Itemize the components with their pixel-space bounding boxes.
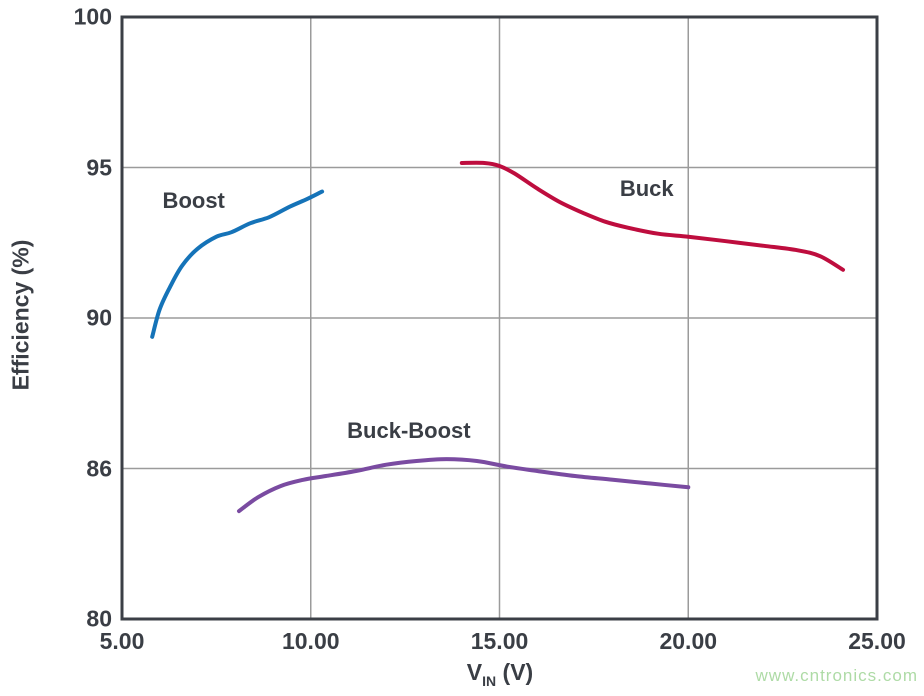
- x-tick-label: 25.00: [848, 628, 906, 654]
- y-tick-label: 95: [86, 154, 112, 180]
- y-tick-label: 80: [86, 605, 112, 632]
- buck-boost-curve: [237, 457, 691, 514]
- plot-frame: [120, 15, 879, 621]
- y-axis-title: Efficiency (%): [7, 239, 34, 391]
- x-axis-title-main: V: [466, 659, 483, 686]
- x-tick-label: 15.00: [470, 628, 529, 654]
- y-tick-label: 86: [86, 455, 112, 481]
- x-tick-label: 10.00: [281, 628, 340, 654]
- series-label-boost: Boost: [162, 187, 225, 213]
- y-tick-label: 100: [73, 3, 112, 30]
- x-axis-title-units: (V): [496, 659, 534, 686]
- y-tick-label: 90: [86, 304, 112, 331]
- x-axis-title-sub: IN: [482, 672, 497, 689]
- watermark: www.cntronics.com: [755, 666, 918, 685]
- x-axis-title: VIN (V): [467, 659, 533, 689]
- x-tick-label: 5.00: [99, 628, 145, 654]
- boost-curve: [150, 189, 325, 339]
- x-tick-label: 20.00: [659, 628, 718, 654]
- series-label-buck-boost: Buck-Boost: [347, 417, 471, 443]
- buck-curve: [459, 160, 845, 272]
- series-label-buck: Buck: [619, 175, 674, 201]
